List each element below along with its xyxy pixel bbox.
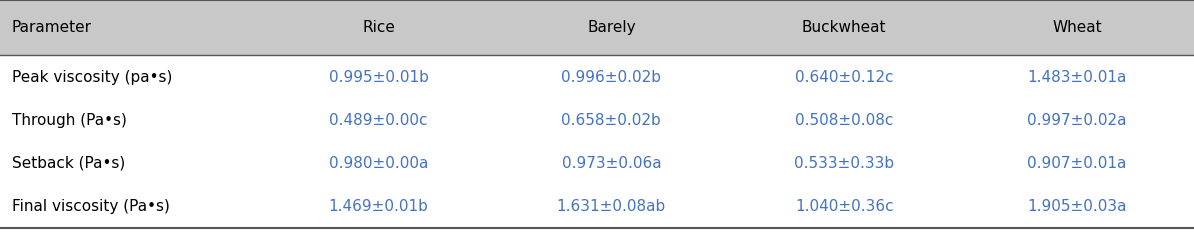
Text: 0.973±0.06a: 0.973±0.06a (561, 156, 661, 171)
Text: 1.905±0.03a: 1.905±0.03a (1027, 199, 1127, 214)
Text: Buckwheat: Buckwheat (802, 20, 886, 35)
Text: 0.658±0.02b: 0.658±0.02b (561, 113, 661, 128)
Text: 0.489±0.00c: 0.489±0.00c (330, 113, 427, 128)
Text: Setback (Pa•s): Setback (Pa•s) (12, 156, 125, 171)
Text: 1.483±0.01a: 1.483±0.01a (1027, 70, 1127, 84)
Bar (0, 0, 1194, 55)
Text: 0.533±0.33b: 0.533±0.33b (794, 156, 894, 171)
Text: 0.996±0.02b: 0.996±0.02b (561, 70, 661, 84)
Text: 0.980±0.00a: 0.980±0.00a (328, 156, 429, 171)
Text: Wheat: Wheat (1052, 20, 1102, 35)
Text: Peak viscosity (pa•s): Peak viscosity (pa•s) (12, 70, 172, 84)
Text: Rice: Rice (362, 20, 395, 35)
Text: Through (Pa•s): Through (Pa•s) (12, 113, 127, 128)
Text: Barely: Barely (587, 20, 635, 35)
Text: 0.907±0.01a: 0.907±0.01a (1027, 156, 1127, 171)
Text: Final viscosity (Pa•s): Final viscosity (Pa•s) (12, 199, 170, 214)
Text: 0.640±0.12c: 0.640±0.12c (795, 70, 893, 84)
Text: 1.631±0.08ab: 1.631±0.08ab (556, 199, 666, 214)
Text: 1.469±0.01b: 1.469±0.01b (328, 199, 429, 214)
Text: 1.040±0.36c: 1.040±0.36c (795, 199, 893, 214)
Text: Parameter: Parameter (12, 20, 92, 35)
Text: 0.997±0.02a: 0.997±0.02a (1027, 113, 1127, 128)
Text: 0.995±0.01b: 0.995±0.01b (328, 70, 429, 84)
Text: 0.508±0.08c: 0.508±0.08c (795, 113, 893, 128)
